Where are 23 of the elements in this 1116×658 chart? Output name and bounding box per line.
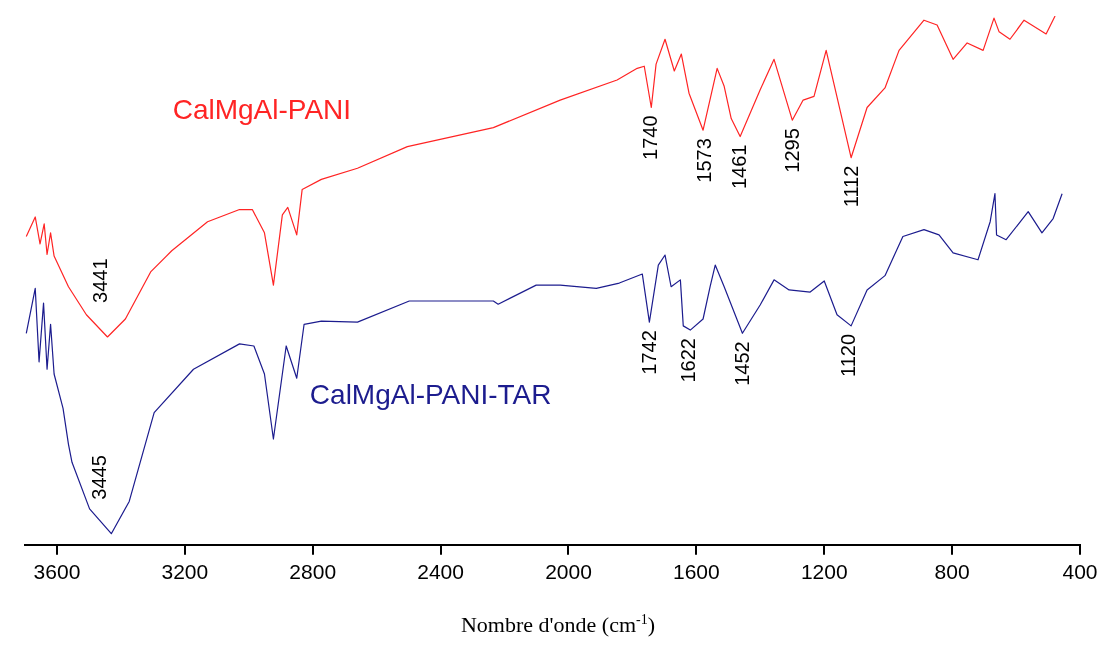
x-tick-label: 800 — [934, 560, 970, 584]
x-tick-label: 1200 — [800, 560, 848, 584]
x-tick-label: 3600 — [33, 560, 81, 584]
series-label: CalMgAl-PANI — [172, 93, 352, 125]
annotation: 1461 — [728, 144, 751, 190]
annotation: 1622 — [676, 338, 699, 383]
x-tick-label: 2800 — [289, 560, 337, 584]
annotation: 1112 — [839, 165, 862, 208]
annotation: 1120 — [837, 333, 860, 377]
x-axis-title: Nombre d'onde (cm$^{-1}$) — [460, 612, 656, 639]
x-tick-label: 1600 — [673, 560, 720, 584]
annotation: 1573 — [692, 138, 715, 183]
series-label: CalMgAl-PANI-TAR — [309, 379, 552, 411]
x-tick-label: 400 — [1062, 560, 1098, 584]
annotation: 1740 — [639, 115, 662, 160]
annotation: 3441 — [89, 258, 112, 303]
annotation: 3445 — [88, 455, 111, 500]
x-tick-label: 2400 — [417, 560, 464, 584]
annotation: 1295 — [781, 128, 804, 173]
annotation: 1742 — [638, 330, 661, 375]
x-tick-label: 2000 — [545, 560, 592, 584]
x-tick-label: 3200 — [161, 560, 209, 584]
annotation: 1452 — [731, 341, 754, 386]
